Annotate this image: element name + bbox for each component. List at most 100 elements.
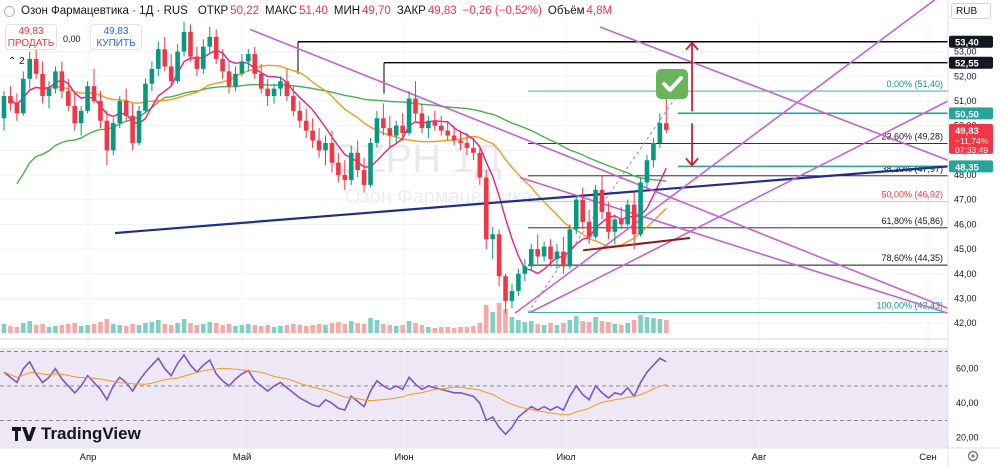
candle-body: [316, 140, 322, 151]
candle-body: [72, 105, 78, 124]
gear-icon[interactable]: [966, 449, 980, 463]
price-marker-label: 52,55: [955, 59, 979, 70]
candle-body: [381, 118, 386, 129]
ma-green-line: [16, 83, 667, 185]
open-value: 50,22: [230, 5, 259, 17]
price-change-label: −11,74%: [955, 136, 989, 146]
candle-body: [143, 83, 148, 111]
volume-bar: [316, 324, 322, 333]
candle-body: [464, 142, 470, 148]
volume-bar: [98, 322, 103, 333]
candle-body: [207, 36, 213, 47]
channel-line-rising-2: [529, 100, 949, 314]
candle-body: [226, 71, 232, 87]
candle-body: [522, 266, 528, 274]
currency-selector[interactable]: RUB: [951, 3, 991, 19]
volume-bar: [573, 316, 579, 333]
fib-retracement[interactable]: 0,00% (51,40)23,60% (49,28)38,20% (47,97…: [527, 79, 948, 313]
buy-button[interactable]: 49,83 КУПИТЬ: [90, 24, 142, 50]
volume-bar: [143, 323, 148, 333]
volume-bar: [451, 328, 457, 333]
low-label: МИН: [333, 5, 361, 17]
volume-bar: [297, 325, 303, 333]
volume-bar: [593, 317, 598, 333]
volume-bar: [40, 324, 45, 333]
volume-bar: [278, 326, 283, 333]
candle-body: [104, 120, 110, 151]
close-value: 49,83: [427, 5, 457, 17]
candle-body: [663, 123, 669, 130]
candle-body: [310, 130, 315, 141]
volume-bar: [644, 317, 650, 333]
candles: [1, 22, 669, 314]
candle-body: [612, 219, 618, 232]
low-value: 49,70: [362, 5, 391, 17]
candle-body: [233, 73, 238, 87]
candle-body: [361, 170, 367, 185]
candle-body: [181, 31, 187, 52]
sell-price: 49,83: [18, 26, 44, 37]
volume-bar: [413, 323, 418, 333]
price-tick-label: 48,00: [954, 170, 977, 180]
candle-body: [156, 49, 161, 69]
candle-body: [27, 59, 33, 79]
candle-body: [651, 142, 656, 161]
candle-body: [445, 130, 450, 136]
symbol-status-icon: [4, 5, 15, 17]
volume-bar: [651, 318, 656, 333]
volume-bar: [46, 327, 52, 333]
volume-bar: [136, 325, 142, 333]
price-tick-label: 44,00: [954, 269, 977, 279]
volume-bar: [8, 326, 13, 333]
fib-level-label: 61,80% (45,86): [881, 216, 943, 226]
chart-header: Озон Фармацевтика · 1Д · RUS ОТКР 50,22 М…: [0, 0, 948, 22]
time-tick-label: Сен: [919, 452, 936, 463]
volume-bar: [406, 321, 412, 333]
candle-body: [638, 182, 643, 235]
indicators-toggle[interactable]: ⌃ 2: [8, 56, 25, 67]
candle-body: [625, 204, 631, 225]
candle-body: [98, 100, 103, 121]
sell-button[interactable]: 49,83 ПРОДАТЬ: [5, 24, 57, 50]
volume-bar: [284, 325, 290, 333]
volume-bar: [85, 325, 90, 333]
volume-bar: [194, 325, 200, 333]
candle-body: [580, 199, 585, 222]
candle-body: [561, 251, 566, 267]
volume-bar: [471, 326, 476, 333]
price-tick-label: 47,00: [954, 195, 977, 205]
time-tick-label: Авг: [752, 452, 767, 463]
trend-drawings[interactable]: [114, 0, 949, 315]
candle-body: [503, 276, 508, 301]
candle-body: [342, 175, 348, 180]
candle-body: [606, 212, 611, 232]
time-tick-label: Июл: [556, 452, 575, 463]
volume-bar: [27, 321, 33, 333]
volume-bar: [303, 326, 309, 333]
fib-level-label: 78,60% (44,35): [881, 253, 943, 263]
volume-bar: [53, 326, 58, 333]
arrow-down-icon: [685, 157, 699, 167]
volume-bar: [419, 325, 425, 333]
channel-line: [599, 26, 949, 161]
candle-body: [220, 59, 225, 72]
candle-body: [567, 229, 573, 267]
candle-body: [149, 68, 155, 84]
candle-body: [188, 31, 193, 57]
volume-bar: [483, 305, 489, 333]
volume-bar: [1, 324, 7, 333]
rsi-ma-line: [3, 367, 667, 416]
volume-bar: [567, 320, 573, 333]
volume-bar: [381, 324, 386, 333]
volume-bar: [252, 325, 258, 333]
volume-bar: [522, 322, 528, 333]
volume-bar: [104, 319, 110, 333]
symbol-title[interactable]: Озон Фармацевтика · 1Д · RUS: [21, 5, 188, 17]
price-tick-label: 42,00: [954, 318, 977, 328]
horizontal-levels[interactable]: [297, 41, 948, 168]
volume-bar: [20, 323, 26, 333]
volume-bar: [477, 323, 483, 333]
candle-body: [8, 96, 13, 104]
